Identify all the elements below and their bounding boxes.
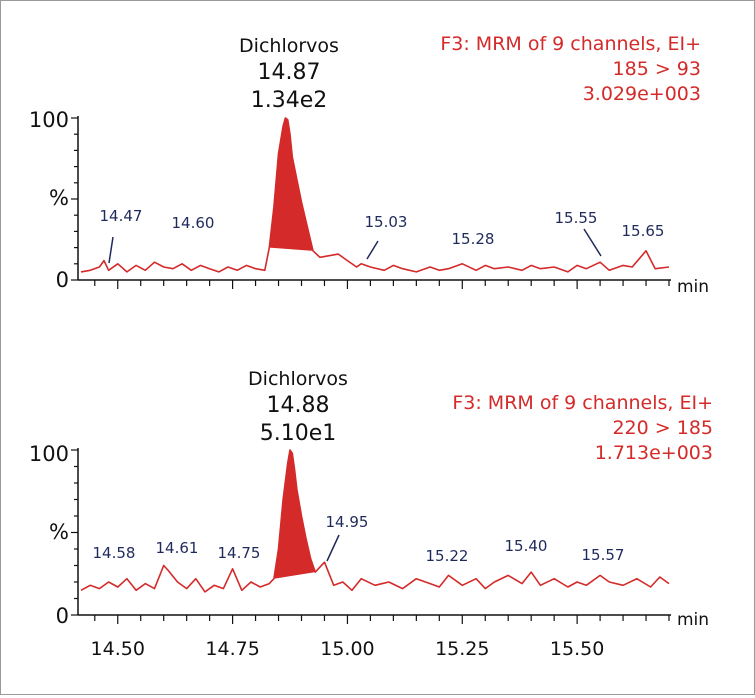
peak-annotation-label: 15.22 (426, 547, 469, 565)
peak-annotation-leader (366, 240, 379, 260)
x-axis-unit-label: min (677, 277, 709, 297)
peak-annotation-label: 15.28 (452, 230, 495, 248)
peak-annotation-label: 14.58 (93, 544, 136, 562)
intensity-label: 3.029e+003 (583, 83, 701, 105)
x-axis-unit-label: min (677, 610, 709, 630)
series-line (80, 117, 670, 273)
peak-annotation-leader (108, 236, 114, 264)
peak-annotation-leader (326, 534, 340, 562)
peak-annotation-label: 14.61 (156, 539, 199, 557)
y-axis-label: % (49, 520, 69, 544)
x-tick-label: 14.50 (91, 638, 145, 660)
y-tick-label-100: 100 (29, 108, 69, 132)
peak-annotation-label: 14.60 (172, 214, 215, 232)
peak-annotation-label: 15.40 (505, 537, 548, 555)
peak-annotation-label: 15.57 (582, 546, 625, 564)
function-label: F3: MRM of 9 channels, EI+ (452, 392, 713, 414)
peak-compound-label: Dichlorvos (239, 35, 339, 57)
chromatogram-panel-bottom: Dichlorvos 14.88 5.10e1 F3: MRM of 9 cha… (29, 368, 713, 660)
intensity-label: 1.713e+003 (595, 442, 713, 464)
x-tick-label: 15.50 (550, 638, 604, 660)
peak-rt-label: 14.87 (258, 60, 321, 85)
peak-annotation-label: 15.65 (622, 222, 665, 240)
peak-annotation-label: 14.47 (100, 207, 143, 225)
y-tick-label-100: 100 (29, 442, 69, 466)
peak-rt-label: 14.88 (267, 393, 330, 418)
series-line (80, 449, 670, 593)
chromatogram-panel-top: Dichlorvos 14.87 1.34e2 F3: MRM of 9 cha… (29, 33, 709, 297)
transition-label: 185 > 93 (613, 58, 701, 80)
peak-annotation-label: 14.75 (218, 544, 261, 562)
y-axis-label: % (49, 186, 69, 210)
peak-area-label: 5.10e1 (260, 421, 337, 446)
peak-annotation-label: 15.55 (555, 209, 598, 227)
transition-label: 220 > 185 (612, 417, 713, 439)
x-tick-label: 15.00 (320, 638, 374, 660)
peak-fill-area (269, 118, 313, 251)
y-tick-label-0: 0 (56, 268, 69, 292)
x-tick-label: 14.75 (205, 638, 259, 660)
x-tick-label: 15.25 (435, 638, 489, 660)
function-label: F3: MRM of 9 channels, EI+ (440, 33, 701, 55)
peak-area-label: 1.34e2 (251, 88, 328, 113)
peak-annotation-label: 14.95 (326, 513, 369, 531)
y-tick-label-0: 0 (56, 604, 69, 628)
peak-annotation-label: 15.03 (365, 213, 408, 231)
peak-annotation-leader (583, 228, 602, 257)
peak-fill-area (273, 450, 316, 579)
peak-compound-label: Dichlorvos (248, 368, 348, 390)
